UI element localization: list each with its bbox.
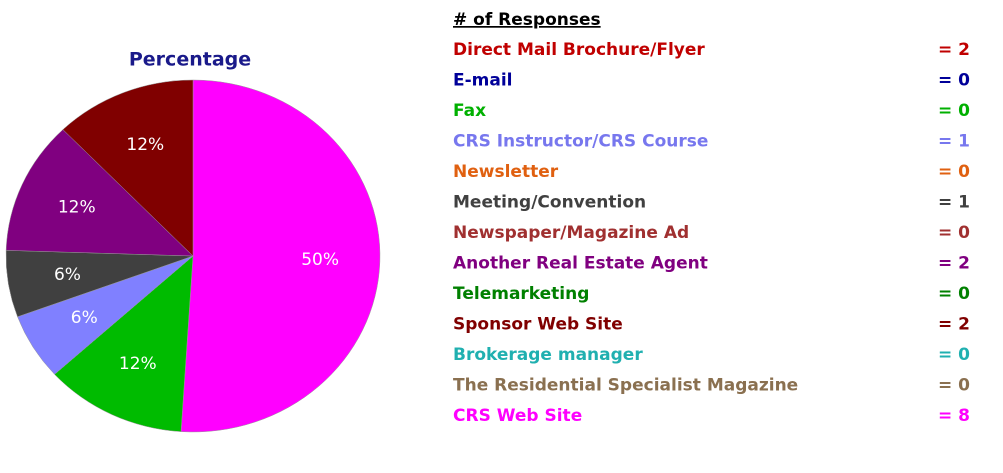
pie-slice (54, 255, 194, 432)
row-label: CRS Instructor/CRS Course (453, 132, 708, 152)
row-label: Brokerage manager (453, 345, 643, 365)
slice-label: 12% (126, 135, 164, 155)
row-label: Another Real Estate Agent (453, 254, 708, 274)
row-count: = 0 (938, 101, 970, 121)
row-label: Newsletter (453, 162, 559, 182)
slice-label: 12% (119, 354, 157, 374)
row-count: = 0 (938, 71, 970, 91)
row-label: Meeting/Convention (453, 193, 646, 213)
row-count: = 0 (938, 223, 970, 243)
row-label: Telemarketing (453, 284, 589, 304)
row-label: Fax (453, 101, 486, 121)
row-count: = 2 (938, 40, 970, 60)
pie-slice (62, 79, 194, 257)
slice-label: 12% (58, 198, 96, 218)
row-label: Direct Mail Brochure/Flyer (453, 40, 705, 60)
slice-label: 6% (54, 265, 81, 285)
row-label: Newspaper/Magazine Ad (453, 223, 689, 243)
row-label: The Residential Specialist Magazine (453, 376, 798, 396)
row-count: = 0 (938, 284, 970, 304)
row-count: = 0 (938, 376, 970, 396)
slice-label: 6% (71, 308, 98, 328)
row-count: = 0 (938, 162, 970, 182)
row-label: Sponsor Web Site (453, 315, 623, 335)
slice-label: 50% (301, 250, 339, 270)
chart-title: Percentage (129, 49, 251, 71)
row-count: = 0 (938, 345, 970, 365)
row-label: E-mail (453, 71, 513, 91)
row-count: = 2 (938, 315, 970, 335)
pie-slice (5, 129, 194, 257)
row-count: = 1 (938, 132, 970, 152)
row-count: = 2 (938, 254, 970, 274)
table-header: # of Responses (453, 10, 601, 30)
pie-slice (180, 79, 381, 433)
row-count: = 1 (938, 193, 970, 213)
row-count: = 8 (938, 406, 970, 426)
row-label: CRS Web Site (453, 406, 582, 426)
